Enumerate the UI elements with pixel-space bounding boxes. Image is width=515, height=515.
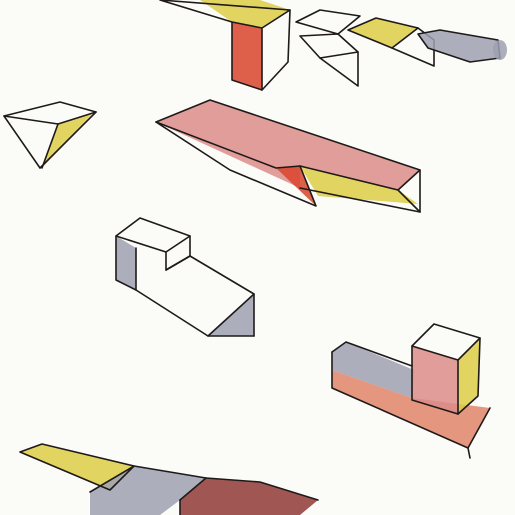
sketch-bars-bottom: [19, 443, 319, 515]
sketch-block-top-center: [159, 0, 291, 91]
sketch-l-block-middle: [115, 217, 255, 337]
sketch-long-slab-center: [155, 99, 421, 213]
sketch-pipe-top-right: [295, 9, 507, 87]
sketch-pyramid-left: [3, 101, 97, 169]
sketch-tower-block-right: [331, 323, 491, 459]
